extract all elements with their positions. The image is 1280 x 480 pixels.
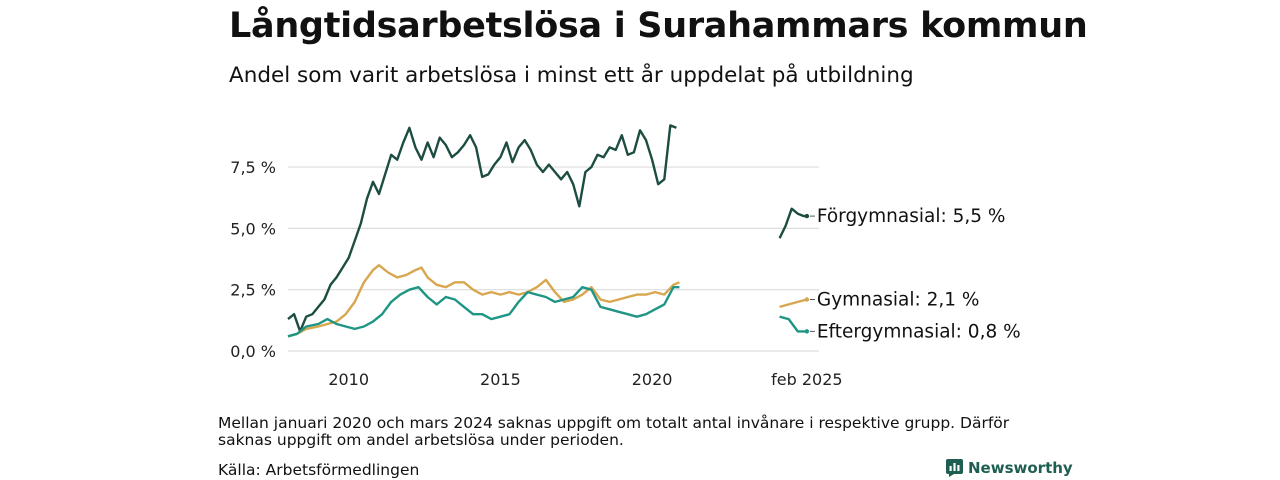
end-label-eftergymnasial: Eftergymnasial: 0,8 %	[817, 321, 1021, 342]
x-tick-label: 2010	[328, 370, 369, 389]
y-tick-label: 5,0 %	[230, 219, 276, 238]
grid-layer	[288, 166, 819, 352]
end-label-layer: Förgymnasial: 5,5 % Gymnasial: 2,1 % Efter…	[809, 206, 1021, 342]
chart-note: Mellan januari 2020 och mars 2024 saknas…	[218, 414, 1010, 449]
x-tick-label: 2020	[632, 370, 673, 389]
series-line-eftergymnasial-1	[779, 315, 807, 333]
brand-name: Newsworthy	[968, 459, 1073, 477]
line-layer	[287, 124, 810, 338]
chart-title: Långtidsarbetslösa i Surahammars kommun	[229, 6, 1088, 46]
brand-logo: Newsworthy	[946, 459, 1073, 477]
bar-chart-icon	[946, 459, 963, 477]
y-tick-label: 2,5 %	[230, 281, 276, 300]
series-end-point	[804, 213, 810, 219]
series-end-point	[804, 297, 810, 302]
tick-layer: 0,0 % 2,5 % 5,0 % 7,5 % 2010 2015 2020 feb 2025	[230, 158, 842, 389]
x-tick-label: 2015	[480, 370, 521, 389]
series-end-point	[804, 329, 810, 334]
x-tick-label: feb 2025	[771, 370, 842, 389]
source-text: Källa: Arbetsförmedlingen	[218, 461, 420, 479]
series-line-förgymnasial-1	[778, 207, 807, 239]
series-line-eftergymnasial-0	[287, 286, 680, 338]
series-line-gymnasial-1	[779, 298, 808, 309]
end-label-gymnasial: Gymnasial: 2,1 %	[817, 289, 980, 310]
line-chart: 0,0 % 2,5 % 5,0 % 7,5 % 2010 2015 2020 feb 2025…	[230, 124, 1021, 389]
y-tick-label: 0,0 %	[230, 342, 276, 361]
series-line-gymnasial-0	[287, 264, 680, 338]
end-label-förgymnasial: Förgymnasial: 5,5 %	[817, 206, 1006, 227]
chart-subtitle: Andel som varit arbetslösa i minst ett å…	[229, 63, 914, 88]
series-line-förgymnasial-0	[287, 124, 677, 333]
y-tick-label: 7,5 %	[230, 158, 276, 177]
